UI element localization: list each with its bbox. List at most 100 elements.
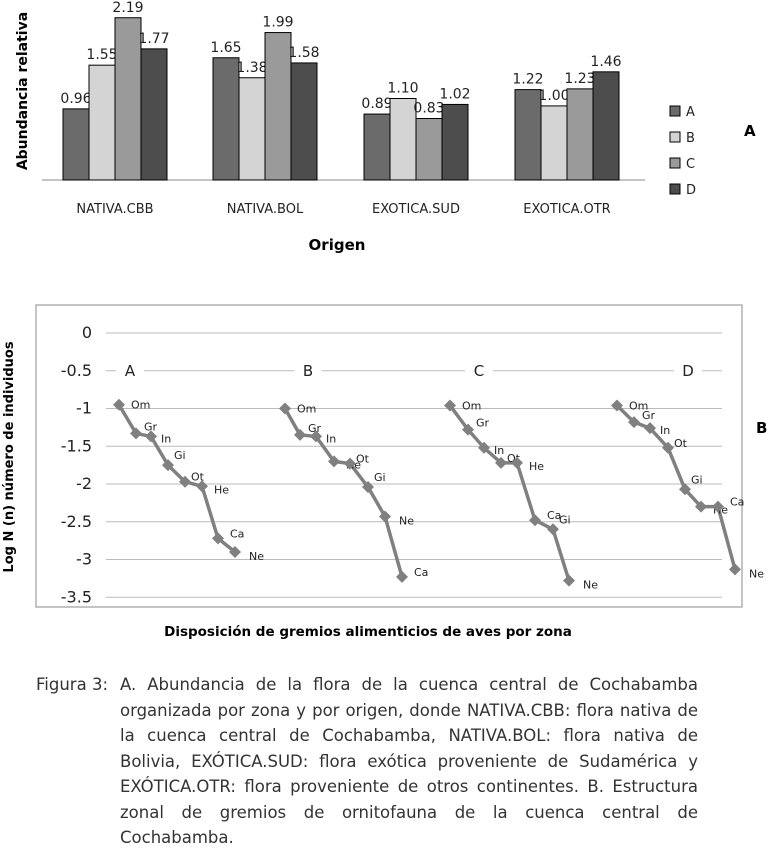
legend-label-A: A bbox=[686, 105, 695, 120]
point-C-Om bbox=[444, 399, 456, 412]
point-label: He bbox=[529, 460, 544, 473]
bar-D-EXOTICA.SUD bbox=[441, 103, 469, 181]
bar-D-NATIVA.CBB bbox=[140, 48, 168, 181]
point-label: In bbox=[660, 424, 670, 437]
point-label: He bbox=[214, 483, 229, 496]
zone-label-A: A bbox=[125, 362, 136, 380]
value-label: 1.65 bbox=[210, 40, 241, 56]
chart-frame bbox=[35, 304, 743, 608]
x-axis-title: Origen bbox=[309, 236, 366, 254]
point-label: Ne bbox=[749, 567, 764, 580]
point-label: Gi bbox=[174, 449, 186, 462]
point-D-Gr bbox=[628, 416, 640, 429]
point-label: Ca bbox=[547, 509, 561, 522]
point-D-Gi bbox=[679, 483, 691, 496]
category-label: EXOTICA.OTR bbox=[523, 202, 610, 217]
point-label: Gr bbox=[144, 420, 158, 433]
category-label: NATIVA.BOL bbox=[227, 202, 304, 217]
point-label: Ot bbox=[191, 471, 205, 484]
y-tick-label: -0.5 bbox=[61, 361, 92, 380]
value-label: 0.83 bbox=[413, 101, 444, 117]
point-D-Ot bbox=[662, 441, 674, 454]
legend-swatch-C bbox=[669, 157, 681, 169]
point-C-Ot bbox=[495, 456, 507, 469]
zone-label-C: C bbox=[474, 362, 484, 380]
bar-C-EXOTICA.OTR bbox=[566, 88, 594, 181]
point-label: Ca bbox=[730, 496, 744, 509]
value-label: 1.10 bbox=[387, 81, 418, 97]
bar-B-NATIVA.BOL bbox=[238, 77, 266, 181]
zone-label-backing bbox=[674, 356, 702, 381]
bar-C-EXOTICA.SUD bbox=[415, 118, 443, 181]
legend-label-B: B bbox=[686, 131, 695, 146]
line-chart-guilds: 0-0.5-1-1.5-2-2.5-3-3.5AOmGrInGiOtHeCaNe… bbox=[2, 304, 767, 640]
point-label: Om bbox=[297, 403, 316, 416]
point-label: In bbox=[161, 432, 171, 445]
point-label: Ca bbox=[414, 566, 428, 579]
y-tick-label: -2 bbox=[76, 474, 92, 493]
zone-label-backing bbox=[294, 356, 322, 381]
value-label: 1.00 bbox=[538, 88, 569, 104]
zone-label-B: B bbox=[303, 362, 313, 380]
point-A-Ot bbox=[179, 475, 191, 488]
bar-B-NATIVA.CBB bbox=[88, 64, 116, 181]
value-label: 1.46 bbox=[590, 54, 621, 70]
point-label: Ne bbox=[249, 550, 264, 563]
bar-chart-abundance: 0.96 1.65 0.89 1.22 1.55 1.38 1.10 1.00 2.19 1.99… bbox=[15, 0, 756, 254]
y-tick-label: -3 bbox=[76, 550, 92, 569]
point-label: Gi bbox=[691, 473, 703, 486]
value-label: 2.19 bbox=[112, 0, 143, 16]
point-A-Gi bbox=[162, 459, 174, 472]
bar-C-NATIVA.CBB bbox=[114, 17, 142, 181]
bar-D-NATIVA.BOL bbox=[290, 62, 318, 181]
value-label: 1.77 bbox=[138, 31, 169, 47]
figure-caption: Figura 3: A. Abundancia de la flora de l… bbox=[36, 672, 698, 851]
legend-label-D: D bbox=[686, 183, 696, 198]
point-D-He bbox=[695, 500, 707, 513]
point-C-Ne bbox=[563, 574, 575, 587]
point-label: Om bbox=[629, 399, 648, 412]
legend-swatch-B bbox=[669, 131, 681, 143]
zone-label-backing bbox=[116, 356, 144, 381]
point-C-Ca bbox=[529, 514, 541, 527]
point-label: Gi bbox=[374, 471, 386, 484]
point-A-Ne bbox=[229, 545, 241, 558]
point-A-In bbox=[145, 430, 157, 443]
y-tick-label: -3.5 bbox=[61, 587, 92, 606]
bar-C-NATIVA.BOL bbox=[264, 32, 292, 181]
y-axis-title: Log N (n) número de individuos bbox=[2, 341, 17, 572]
zone-line-D bbox=[615, 404, 737, 570]
y-axis-title: Abundancia relativa bbox=[15, 12, 31, 170]
value-label: 1.23 bbox=[564, 71, 595, 87]
point-label: Ne bbox=[583, 579, 598, 592]
point-B-Gi bbox=[362, 481, 374, 494]
point-B-He bbox=[328, 455, 340, 468]
y-tick-label: -1.5 bbox=[61, 436, 92, 455]
zone-label-backing bbox=[465, 356, 493, 381]
bar-B-EXOTICA.OTR bbox=[540, 105, 568, 181]
point-A-Gr bbox=[130, 427, 142, 440]
value-label: 1.38 bbox=[236, 60, 267, 76]
value-label: 1.22 bbox=[512, 72, 543, 88]
caption-text: A. Abundancia de la flora de la cuenca c… bbox=[120, 675, 698, 847]
point-B-Ne bbox=[379, 510, 391, 523]
y-tick-label: -1 bbox=[76, 399, 92, 418]
legend-swatch-A bbox=[669, 105, 681, 117]
point-label: Ca bbox=[230, 527, 244, 540]
point-C-Gi bbox=[547, 523, 559, 536]
point-B-Ca bbox=[396, 570, 408, 583]
point-B-Om bbox=[279, 402, 291, 415]
value-label: 0.96 bbox=[60, 91, 91, 107]
bar-A-NATIVA.BOL bbox=[212, 57, 240, 181]
zone-label-D: D bbox=[682, 362, 694, 380]
point-A-Ca bbox=[212, 532, 224, 545]
x-axis-title: Disposición de gremios alimenticios de a… bbox=[164, 624, 572, 640]
panel-label-A: A bbox=[744, 122, 756, 140]
point-label: Gr bbox=[642, 409, 656, 422]
point-label: Ot bbox=[356, 453, 370, 466]
point-label: Om bbox=[131, 399, 150, 412]
point-B-Ot bbox=[344, 457, 356, 470]
category-label: EXOTICA.SUD bbox=[372, 202, 460, 217]
category-label: NATIVA.CBB bbox=[76, 202, 153, 217]
legend-swatch-D bbox=[669, 183, 681, 195]
